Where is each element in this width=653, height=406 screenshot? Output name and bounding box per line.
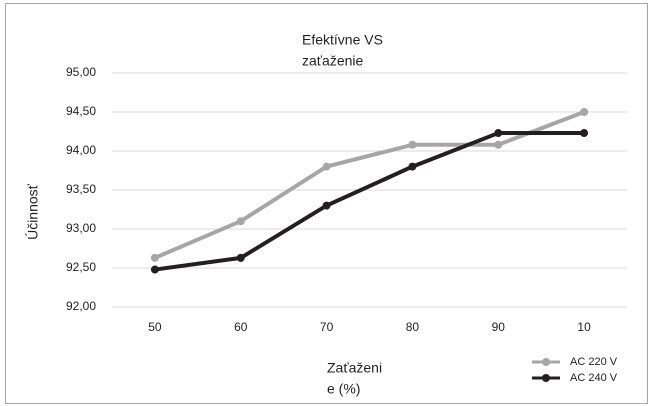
y-tick-label: 92,50 xyxy=(66,260,96,274)
y-axis-label: Účinnosť xyxy=(25,183,41,240)
y-tick-label: 93,50 xyxy=(66,182,96,196)
legend-label: AC 220 V xyxy=(570,356,618,368)
series-line xyxy=(154,131,585,272)
x-tick-label: 50 xyxy=(148,320,162,334)
data-point xyxy=(150,253,159,262)
data-point xyxy=(322,162,331,171)
data-point xyxy=(408,162,417,171)
x-axis-label: Zaťaženi xyxy=(327,360,382,376)
x-tick-label: 80 xyxy=(406,320,420,334)
data-point xyxy=(580,129,589,138)
y-tick-label: 94,50 xyxy=(66,104,96,118)
chart-title: Efektívne VS xyxy=(302,32,383,48)
x-tick-label: 90 xyxy=(492,320,506,334)
data-point xyxy=(322,201,331,210)
data-point xyxy=(580,108,589,116)
data-point xyxy=(236,217,245,226)
legend-marker xyxy=(542,358,550,366)
y-tick-label: 92,00 xyxy=(66,299,96,313)
y-tick-label: 94,00 xyxy=(66,143,96,157)
x-tick-label: 70 xyxy=(320,320,334,334)
chart-title: zaťaženie xyxy=(302,53,364,69)
data-point xyxy=(150,265,159,274)
x-axis-label: e (%) xyxy=(327,381,360,397)
x-tick-label: 60 xyxy=(234,320,248,334)
legend-label: AC 240 V xyxy=(570,372,618,384)
data-point xyxy=(494,140,503,149)
data-point xyxy=(494,129,503,138)
data-point xyxy=(236,253,245,262)
data-point xyxy=(408,140,417,149)
y-tick-label: 95,00 xyxy=(66,65,96,79)
x-tick-label: 10 xyxy=(577,320,591,334)
y-tick-label: 93,00 xyxy=(66,221,96,235)
legend-marker xyxy=(542,374,550,382)
series-line xyxy=(154,110,585,260)
